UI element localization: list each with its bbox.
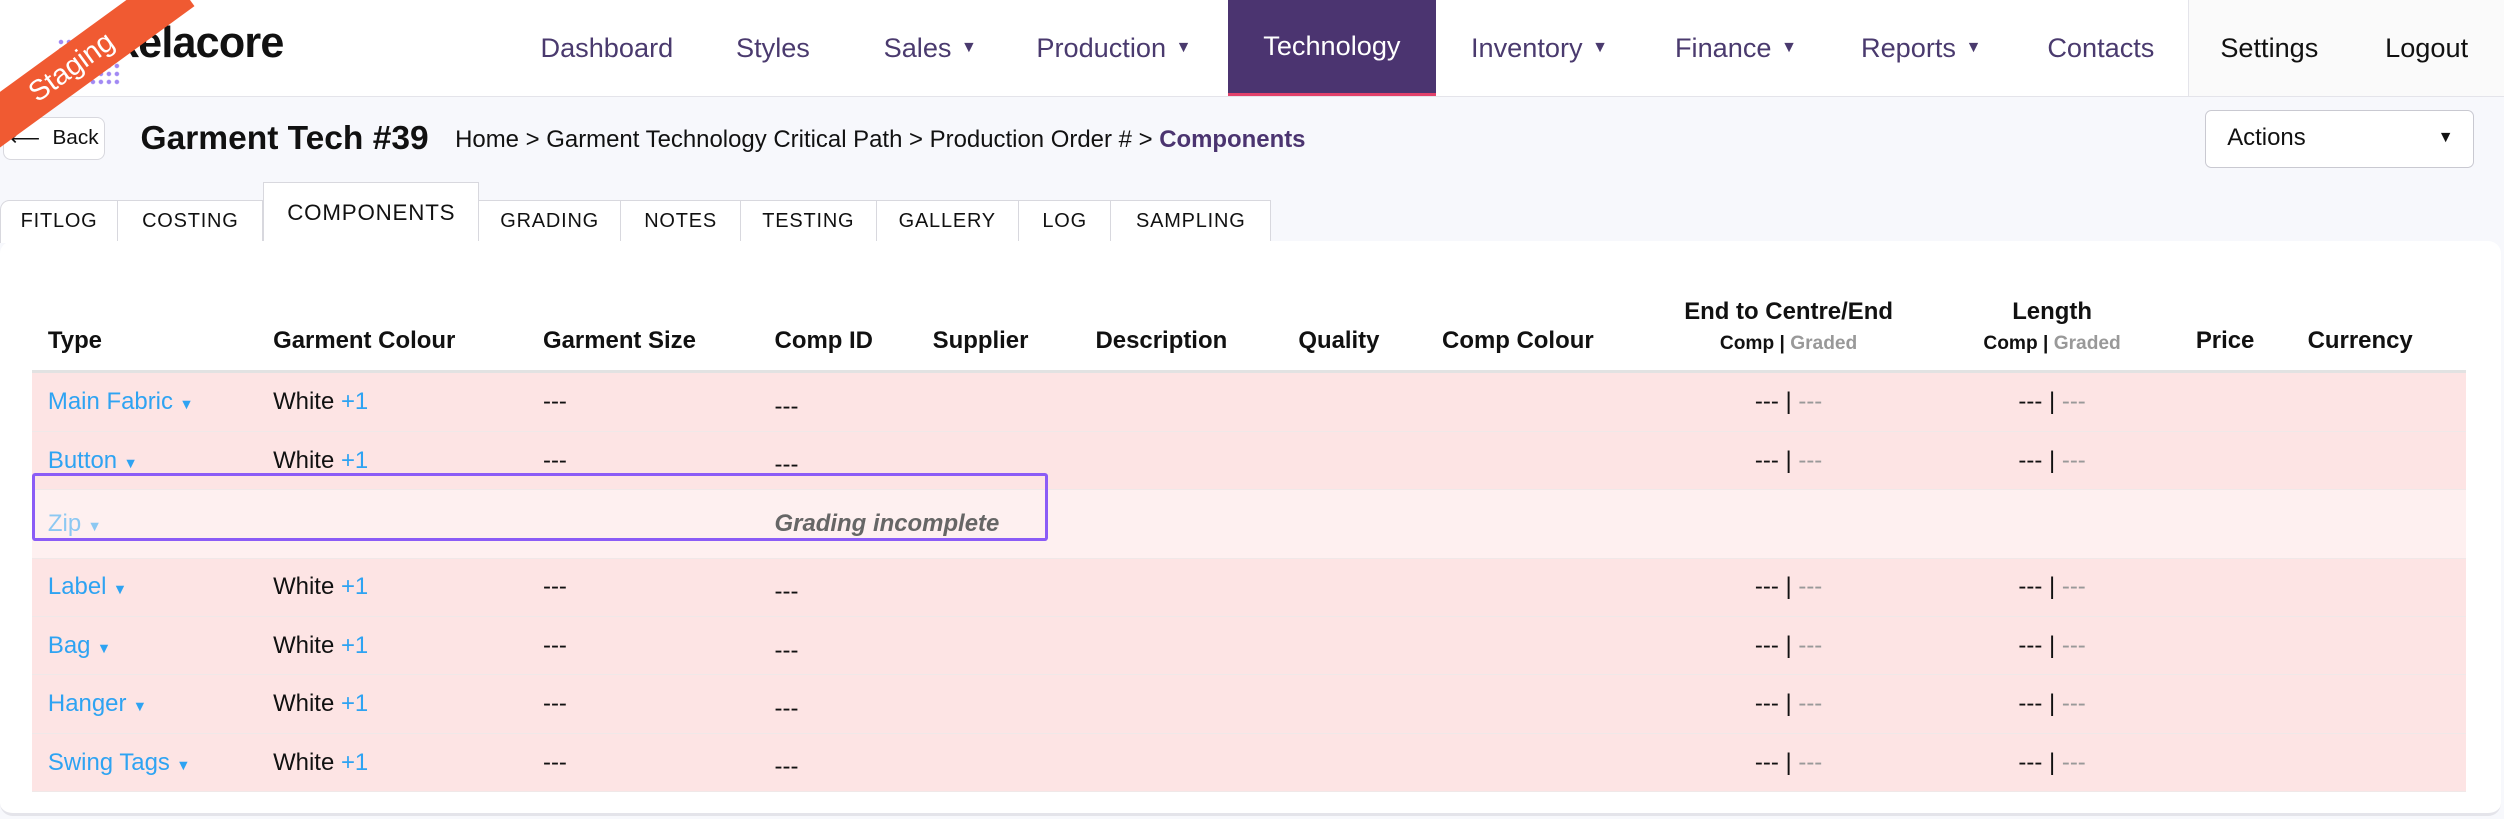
nav-divider	[2187, 0, 2190, 96]
components-panel: Type Garment Colour Garment Size Comp ID…	[0, 241, 2501, 816]
nav-inventory[interactable]: Inventory ▼	[1471, 31, 1608, 63]
table-row: Zip ▼ Grading incomplete	[31, 489, 2466, 559]
tab-sampling[interactable]: SAMPLING	[1111, 199, 1272, 243]
tab-grading[interactable]: GRADING	[479, 199, 622, 243]
tab-bar: FITLOG COSTING COMPONENTS GRADING NOTES TESTI…	[0, 182, 1272, 243]
breadcrumb: Home > Garment Technology Critical Path …	[455, 126, 1306, 154]
type-dropdown[interactable]: Bag ▼	[47, 631, 112, 659]
caret-down-icon: ▼	[112, 582, 128, 599]
table-row: Bag ▼ White +1 --- --- --- | --- --- | ---	[31, 616, 2466, 676]
type-dropdown[interactable]: Main Fabric ▼	[47, 388, 194, 416]
col-comp-id: Comp ID	[758, 285, 917, 374]
col-garment-size: Garment Size	[527, 285, 759, 374]
col-currency: Currency	[2291, 285, 2466, 374]
tab-log[interactable]: LOG	[1018, 199, 1112, 243]
caret-down-icon: ▼	[123, 455, 138, 472]
table-row: Main Fabric ▼ White +1 --- --- --- | --- --- |…	[31, 371, 2466, 432]
actions-dropdown[interactable]: Actions ▼	[2205, 110, 2474, 168]
nav-contacts[interactable]: Contacts	[2047, 31, 2155, 63]
caret-down-icon: ▼	[2437, 129, 2454, 147]
more-colours-link[interactable]: +1	[340, 388, 369, 416]
tab-notes[interactable]: NOTES	[621, 199, 741, 243]
table-row: Label ▼ White +1 --- --- --- | --- --- | ---	[31, 558, 2466, 617]
col-supplier: Supplier	[916, 285, 1080, 374]
grading-status: Grading incomplete	[774, 509, 1000, 537]
tab-gallery[interactable]: GALLERY	[876, 199, 1019, 243]
col-garment-colour: Garment Colour	[257, 285, 527, 374]
caret-down-icon: ▼	[96, 640, 112, 657]
table-row: Button ▼ White +1 --- --- --- | --- --- | ---	[31, 431, 2466, 491]
nav-production[interactable]: Production ▼	[1036, 31, 1192, 63]
caret-down-icon: ▼	[961, 38, 977, 56]
nav-dashboard[interactable]: Dashboard	[540, 31, 674, 63]
type-dropdown[interactable]: Label ▼	[47, 573, 128, 601]
top-nav: kelacore Staging Dashboard Styles Sales ▼ Pr…	[0, 0, 2504, 165]
nav-sales[interactable]: Sales ▼	[883, 31, 977, 63]
tab-testing[interactable]: TESTING	[740, 199, 877, 243]
table-row: Swing Tags ▼ White +1 --- --- --- | --- --- | …	[31, 733, 2466, 793]
type-dropdown[interactable]: Hanger ▼	[47, 690, 148, 718]
caret-down-icon: ▼	[132, 699, 148, 716]
caret-down-icon: ▼	[1965, 38, 1982, 56]
col-description: Description	[1079, 285, 1283, 374]
more-colours-link[interactable]: +1	[340, 573, 369, 601]
type-dropdown[interactable]: Button ▼	[47, 446, 138, 474]
caret-down-icon: ▼	[176, 757, 191, 774]
page-title: Garment Tech #39	[140, 119, 429, 157]
more-colours-link[interactable]: +1	[340, 690, 369, 718]
caret-down-icon: ▼	[1175, 38, 1192, 56]
type-dropdown[interactable]: Zip ▼	[47, 509, 102, 537]
tab-fitlog[interactable]: FITLOG	[0, 199, 119, 243]
nav-finance[interactable]: Finance ▼	[1674, 31, 1797, 63]
settings-link[interactable]: Settings	[2189, 0, 2350, 96]
tab-costing[interactable]: COSTING	[118, 199, 264, 243]
selection-highlight	[31, 472, 1048, 542]
col-end-to-centre: End to Centre/End Comp | Graded	[1652, 285, 1925, 374]
col-quality: Quality	[1282, 285, 1427, 374]
caret-down-icon: ▼	[87, 518, 102, 535]
nav-technology[interactable]: Technology	[1228, 0, 1436, 96]
caret-down-icon: ▼	[1781, 38, 1797, 56]
caret-down-icon: ▼	[1592, 38, 1608, 56]
components-table: Type Garment Colour Garment Size Comp ID…	[31, 285, 2466, 793]
logout-link[interactable]: Logout	[2349, 0, 2504, 96]
nav-styles[interactable]: Styles	[736, 31, 810, 63]
col-comp-colour: Comp Colour	[1426, 285, 1653, 374]
col-price: Price	[2179, 285, 2292, 374]
caret-down-icon: ▼	[179, 397, 194, 414]
table-row: Hanger ▼ White +1 --- --- --- | --- --- | ---	[31, 674, 2466, 734]
type-dropdown[interactable]: Swing Tags ▼	[47, 748, 191, 776]
more-colours-link[interactable]: +1	[340, 748, 369, 776]
nav-reports[interactable]: Reports ▼	[1861, 31, 1982, 63]
col-type: Type	[31, 285, 258, 374]
more-colours-link[interactable]: +1	[340, 631, 369, 659]
col-length: Length Comp | Graded	[1924, 285, 2180, 374]
tab-components[interactable]: COMPONENTS	[263, 182, 480, 243]
more-colours-link[interactable]: +1	[340, 446, 369, 474]
